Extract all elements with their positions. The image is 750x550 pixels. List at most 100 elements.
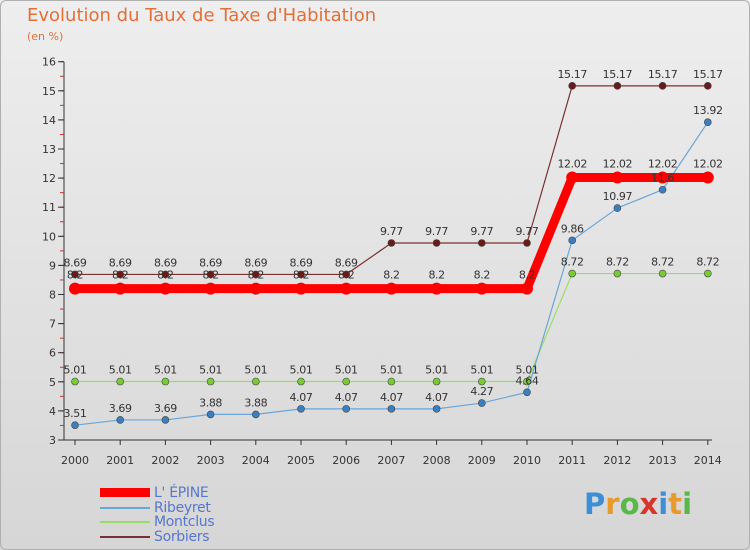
y-tick-label: 3 <box>49 434 56 447</box>
data-label: 8.2 <box>248 269 264 282</box>
axes: 3 4 5 6 7 8 9 10 11 12 13 14 15 16 2000 2001 2002 2003 200… <box>42 56 722 467</box>
logo-letter: x <box>639 487 659 521</box>
x-tick-label: 2012 <box>603 454 631 467</box>
data-label: 9.77 <box>516 225 539 238</box>
data-label: 5.01 <box>154 364 177 377</box>
data-point <box>161 377 170 386</box>
logo-letter: i <box>682 487 693 521</box>
data-label: 3.51 <box>64 407 87 420</box>
data-point <box>297 405 305 413</box>
data-point <box>566 171 579 184</box>
data-point <box>658 269 667 278</box>
data-point <box>206 377 215 386</box>
data-label: 13.92 <box>693 104 723 117</box>
data-label: 8.2 <box>519 269 535 282</box>
data-label: 3.69 <box>154 402 177 415</box>
data-point <box>252 410 260 419</box>
data-label: 15.17 <box>648 68 678 81</box>
data-label: 11.6 <box>651 172 674 185</box>
data-label: 8.69 <box>335 256 358 269</box>
data-point <box>295 282 307 295</box>
data-point <box>523 239 531 247</box>
logo-letter: i <box>658 487 669 521</box>
data-point <box>658 82 667 90</box>
data-point <box>297 270 305 279</box>
x-tick-label: 2002 <box>151 454 179 467</box>
data-point <box>116 416 124 424</box>
data-point <box>477 239 486 247</box>
data-label: 8.69 <box>244 256 267 269</box>
logo-letter: t <box>668 487 683 521</box>
data-label: 3.69 <box>109 402 132 415</box>
logo-letter: r <box>605 487 620 521</box>
legend-swatch <box>100 488 150 497</box>
data-point <box>523 388 531 397</box>
data-label: 5.01 <box>425 364 448 377</box>
data-point <box>703 118 712 127</box>
data-point <box>387 377 396 386</box>
x-tick-label: 2013 <box>649 454 677 467</box>
x-tick-label: 2001 <box>106 454 134 467</box>
data-label: 8.69 <box>199 256 222 269</box>
data-label: 12.02 <box>557 158 587 171</box>
legend-label: Ribeyret <box>154 499 211 516</box>
data-point <box>114 282 127 295</box>
data-point <box>701 171 714 184</box>
data-label: 8.69 <box>64 256 87 269</box>
data-point <box>71 421 79 429</box>
chart-title: Evolution du Taux de Taxe d'Habitation <box>27 5 377 26</box>
data-label: 8.72 <box>651 256 674 269</box>
data-label: 10.97 <box>603 190 633 203</box>
logo-letter: P <box>584 487 606 521</box>
y-tick-label: 9 <box>49 259 56 272</box>
x-tick-label: 2010 <box>513 454 541 467</box>
data-label: 5.01 <box>335 364 358 377</box>
data-point <box>432 405 441 413</box>
data-label: 8.72 <box>561 256 584 269</box>
data-point <box>568 236 577 245</box>
data-point <box>71 377 79 386</box>
y-tick-label: 14 <box>42 114 56 127</box>
x-tick-label: 2009 <box>468 454 496 467</box>
x-tick-label: 2008 <box>423 454 451 467</box>
data-label: 9.77 <box>470 225 493 238</box>
data-label: 9.77 <box>425 225 448 238</box>
series-layer <box>69 82 714 429</box>
data-point <box>521 282 533 295</box>
data-point <box>69 282 81 295</box>
data-point <box>477 377 486 386</box>
data-label: 8.2 <box>202 269 218 282</box>
data-point <box>385 282 398 295</box>
data-point <box>342 270 351 279</box>
data-label: 8.2 <box>157 269 173 282</box>
data-point <box>71 270 79 279</box>
data-label: 5.01 <box>199 364 222 377</box>
data-label: 5.01 <box>244 364 267 377</box>
data-point <box>116 377 124 386</box>
data-point <box>252 270 260 279</box>
data-label: 4.07 <box>290 391 313 404</box>
data-label: 12.02 <box>603 158 633 171</box>
data-label: 3.88 <box>244 396 267 409</box>
y-tick-label: 16 <box>42 56 56 69</box>
data-label: 8.2 <box>338 269 354 282</box>
data-point <box>159 282 172 295</box>
data-point <box>656 171 669 184</box>
x-tick-label: 2003 <box>197 454 225 467</box>
data-point <box>703 82 712 90</box>
y-tick-label: 6 <box>49 347 56 360</box>
data-point <box>206 270 215 279</box>
y-tick-label: 4 <box>49 405 56 418</box>
data-label: 5.01 <box>380 364 403 377</box>
data-label: 8.2 <box>383 269 399 282</box>
legend-label: Sorbiers <box>154 528 210 545</box>
logo-letter: o <box>619 487 640 521</box>
data-point <box>204 282 217 295</box>
data-label: 8.69 <box>290 256 313 269</box>
data-label: 15.17 <box>557 68 587 81</box>
data-point <box>613 204 622 212</box>
data-point <box>658 185 667 194</box>
legend-label: L' ÉPINE <box>154 485 209 501</box>
data-label: 8.2 <box>428 269 444 282</box>
data-label: 3.88 <box>199 396 222 409</box>
